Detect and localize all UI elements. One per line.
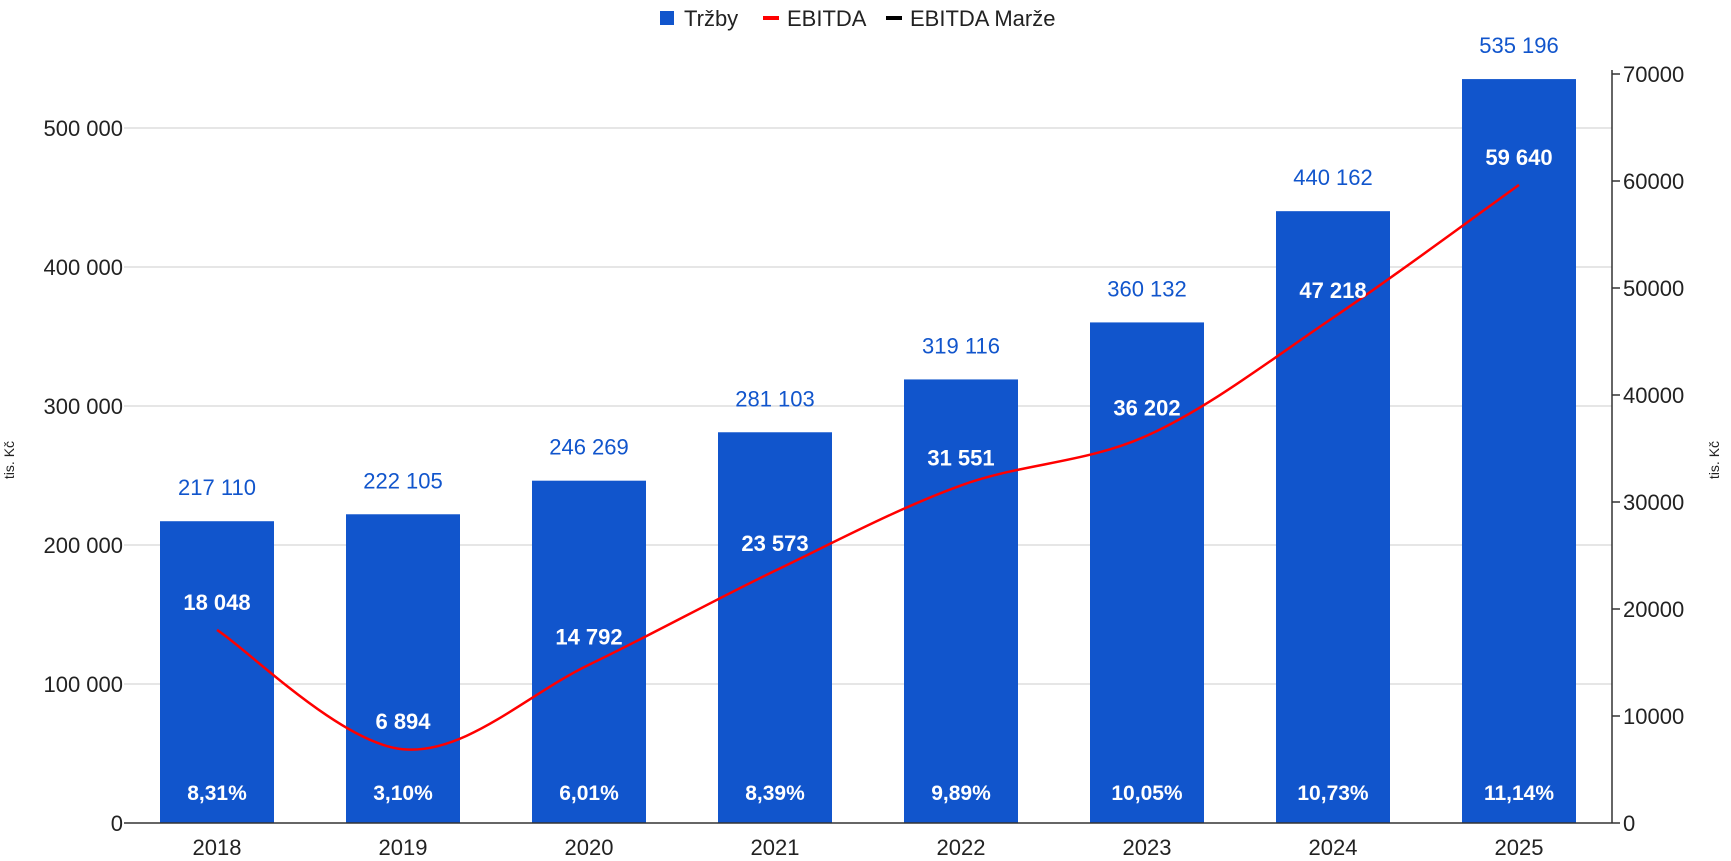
y-right-tick-label: 40000 — [1623, 383, 1684, 408]
y-left-tick-label: 400 000 — [43, 255, 123, 280]
legend-label: EBITDA — [787, 6, 867, 31]
ebitda-value-label: 47 218 — [1299, 278, 1366, 303]
bar-trzby-2018 — [160, 521, 274, 823]
legend: Tržby EBITDA EBITDA Marže — [660, 6, 1055, 31]
ebitda-value-label: 18 048 — [183, 590, 250, 615]
bar-trzby-2025 — [1462, 79, 1576, 823]
x-tick-label: 2020 — [565, 835, 614, 860]
ebitda-line-layer — [216, 183, 1520, 751]
ebitda-marze-label: 9,89% — [931, 782, 991, 805]
bar-trzby-2021 — [718, 432, 832, 823]
ebitda-marze-label: 6,01% — [559, 782, 619, 805]
trzby-value-label: 281 103 — [735, 386, 815, 411]
x-tick-label: 2018 — [193, 835, 242, 860]
x-tick-label: 2025 — [1495, 835, 1544, 860]
ebitda-marze-label: 10,73% — [1297, 782, 1369, 805]
legend-swatch — [763, 16, 779, 20]
legend-label: Tržby — [684, 6, 738, 31]
x-tick-label: 2024 — [1309, 835, 1358, 860]
ebitda-marze-label: 11,14% — [1484, 782, 1554, 805]
ebitda-value-label: 14 792 — [555, 625, 622, 650]
x-axis: 2018 2019 2020 2021 2022 2023 2024 2025 — [124, 822, 1612, 860]
y-right-tick-label: 60000 — [1623, 169, 1684, 194]
bar-trzby-2023 — [1090, 322, 1204, 823]
left-axis: 0 100 000 200 000 300 000 400 000 500 000 tis.… — [1, 116, 123, 836]
y-right-tick-label: 30000 — [1623, 490, 1684, 515]
x-tick-label: 2021 — [751, 835, 800, 860]
x-tick-label: 2022 — [937, 835, 986, 860]
y-right-tick-label: 50000 — [1623, 276, 1684, 301]
trzby-value-label: 222 105 — [363, 468, 443, 493]
bar-trzby-2024 — [1276, 211, 1390, 824]
ebitda-marze-label: 8,39% — [745, 782, 805, 805]
legend-swatch — [886, 16, 902, 20]
y-left-axis-title: tis. Kč — [1, 441, 17, 479]
legend-item-0: Tržby — [660, 6, 738, 31]
data-labels: 217 110 222 105 246 269 281 103 319 116 360 1… — [178, 33, 1559, 805]
bar-trzby-2019 — [346, 514, 460, 823]
y-left-tick-label: 200 000 — [43, 533, 123, 558]
legend-item-1: EBITDA — [763, 6, 867, 31]
ebitda-value-label: 31 551 — [927, 445, 994, 470]
legend-swatch — [660, 11, 674, 25]
y-left-tick-label: 500 000 — [43, 116, 123, 141]
y-right-axis-title: tis. Kč — [1706, 441, 1722, 479]
trzby-value-label: 440 162 — [1293, 165, 1373, 190]
y-left-tick-label: 0 — [111, 811, 123, 836]
x-tick-label: 2023 — [1123, 835, 1172, 860]
ebitda-value-label: 36 202 — [1113, 396, 1180, 421]
ebitda-value-label: 23 573 — [741, 531, 808, 556]
x-tick-label: 2019 — [379, 835, 428, 860]
right-axis: 0 10000 20000 30000 40000 50000 60000 70000 tis.… — [1611, 62, 1722, 836]
legend-item-2: EBITDA Marže — [886, 6, 1055, 31]
trzby-value-label: 319 116 — [922, 333, 1000, 358]
y-left-tick-label: 300 000 — [43, 394, 123, 419]
ebitda-line — [216, 183, 1520, 751]
bars — [160, 79, 1576, 824]
y-right-tick-label: 0 — [1623, 811, 1635, 836]
y-left-tick-label: 100 000 — [43, 672, 123, 697]
bar-trzby-2022 — [904, 379, 1018, 823]
legend-label: EBITDA Marže — [910, 6, 1055, 31]
y-right-tick-label: 70000 — [1623, 62, 1684, 87]
ebitda-value-label: 59 640 — [1485, 145, 1552, 170]
ebitda-marze-label: 10,05% — [1111, 782, 1183, 805]
ebitda-value-label: 6 894 — [375, 709, 431, 734]
trzby-value-label: 360 132 — [1107, 276, 1187, 301]
y-right-tick-label: 20000 — [1623, 597, 1684, 622]
trzby-value-label: 246 269 — [549, 435, 629, 460]
bar-trzby-2020 — [532, 480, 646, 823]
trzby-value-label: 535 196 — [1479, 33, 1559, 58]
trzby-value-label: 217 110 — [178, 475, 256, 500]
y-right-tick-label: 10000 — [1623, 704, 1684, 729]
ebitda-marze-label: 8,31% — [187, 782, 247, 805]
ebitda-marze-label: 3,10% — [373, 782, 433, 805]
